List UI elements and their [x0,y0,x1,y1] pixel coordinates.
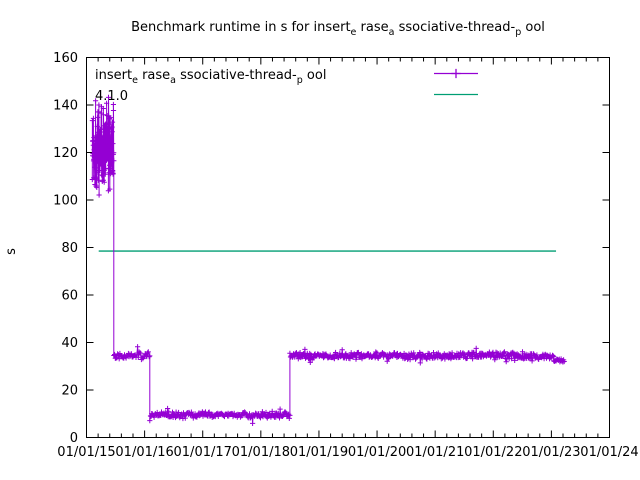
y-tick-label: 100 [53,194,78,209]
x-tick-label: 01/01/21 [406,445,464,460]
y-tick-label: 120 [53,146,78,161]
y-tick-label: 20 [61,384,78,399]
series-markers [89,94,567,426]
y-axis-label: s [4,248,19,255]
y-tick-label: 160 [53,51,78,66]
y-tick-label: 80 [61,241,78,256]
y-tick-label: 0 [70,431,78,446]
x-tick-label: 01/01/16 [115,445,173,460]
legend-label-ref: 4.1.0 [95,89,128,104]
legend-sample-series-marker [451,68,461,79]
y-tick-label: 40 [61,336,78,351]
x-tick-label: 01/01/24 [580,445,638,460]
legend-label-series: inserte rasea ssociative-thread-p ool [95,68,326,86]
y-tick-label: 140 [53,99,78,114]
y-tick-label: 60 [61,289,78,304]
series-line [91,97,565,424]
x-tick-label: 01/01/15 [57,445,115,460]
x-tick-label: 01/01/17 [174,445,232,460]
x-tick-label: 01/01/20 [348,445,406,460]
x-tick-label: 01/01/23 [522,445,580,460]
x-tick-label: 01/01/22 [464,445,522,460]
chart-title: Benchmark runtime in s for inserte rasea… [131,20,545,38]
x-tick-label: 01/01/18 [232,445,290,460]
x-tick-label: 01/01/19 [290,445,348,460]
plot-border [86,57,610,438]
